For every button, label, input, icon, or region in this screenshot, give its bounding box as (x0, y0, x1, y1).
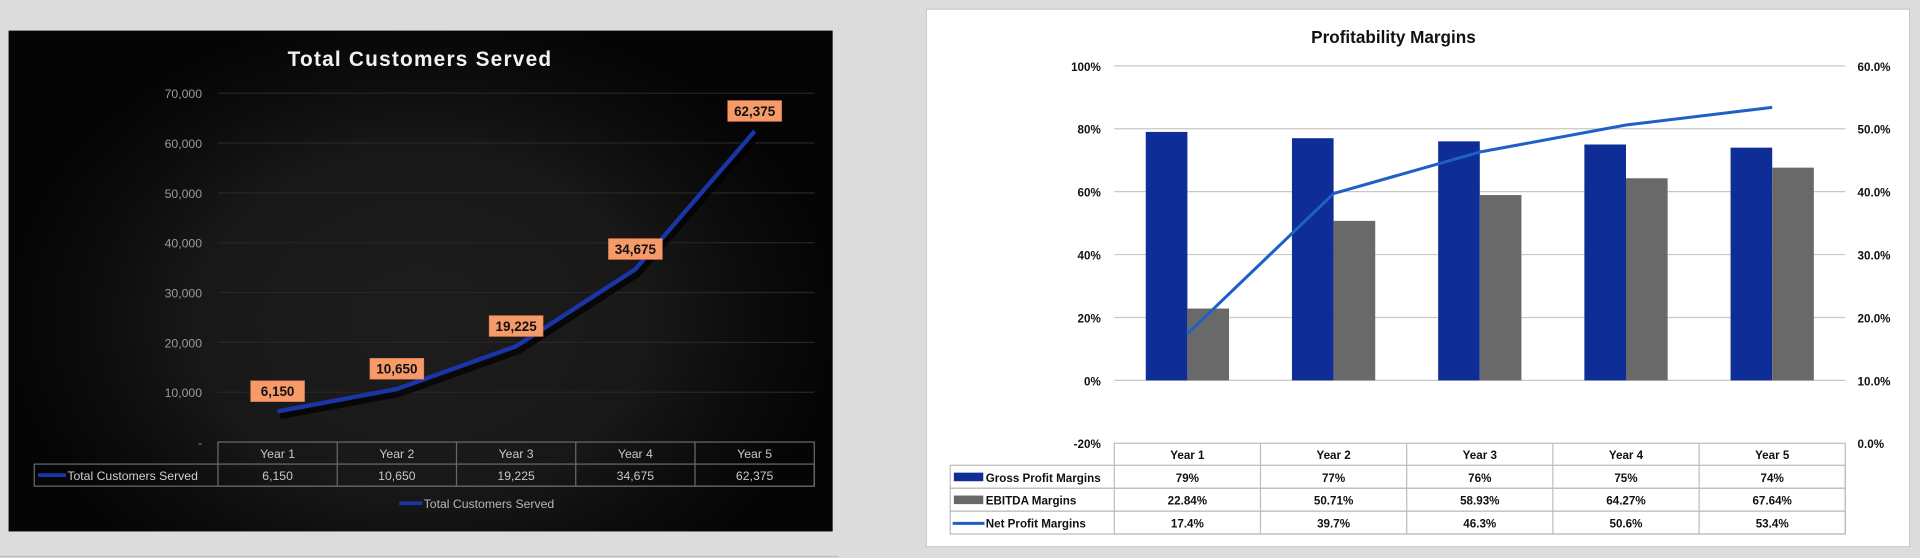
data-table-value: 53.4% (1756, 518, 1790, 531)
series-line (277, 129, 757, 414)
customers-chart: Total Customers Served - 10,000 20,000 30,00… (33, 48, 815, 511)
y-tick-label: 30,000 (165, 286, 203, 300)
x-category-label: Year 3 (499, 447, 534, 461)
data-label-box (727, 100, 782, 122)
ebitda-bar (1333, 220, 1376, 381)
data-table-value: 22.84% (1168, 495, 1208, 508)
gross-profit-bar (1438, 141, 1480, 381)
divider (0, 555, 839, 558)
gross-profit-bar (1145, 131, 1188, 381)
x-category-label: Year 5 (1755, 449, 1790, 462)
x-category-label: Year 3 (1463, 449, 1498, 462)
x-category-label: Year 4 (618, 447, 653, 461)
x-category-label: Year 4 (1609, 449, 1644, 462)
x-category-label: Year 1 (260, 447, 295, 461)
ebitda-bar (1626, 178, 1668, 381)
y-right-tick-label: 10.0% (1858, 375, 1892, 388)
y-right-tick-label: 30.0% (1858, 249, 1892, 262)
y-left-tick-label: 60% (1078, 187, 1102, 200)
data-table-value: 39.7% (1317, 518, 1351, 531)
y-left-tick-label: 80% (1078, 124, 1102, 137)
data-table-value: 34,675 (617, 469, 655, 483)
y-left-tick-label: -20% (1074, 438, 1102, 451)
data-table-row-border (33, 463, 815, 487)
y-right-tick-label: 0.0% (1858, 438, 1885, 451)
y-tick-label: 60,000 (165, 137, 203, 151)
y-tick-label: 10,000 (165, 386, 203, 400)
data-label: 19,225 (496, 319, 538, 334)
ebitda-bar (1479, 195, 1522, 381)
data-table-row-border (949, 510, 1846, 535)
x-category-label: Year 5 (737, 447, 772, 461)
y-tick-label: 50,000 (165, 187, 203, 201)
x-category-label: Year 1 (1170, 449, 1205, 462)
y-right-tick-label: 20.0% (1858, 312, 1892, 325)
data-table-value: 67.64% (1752, 495, 1792, 508)
data-table-value: 76% (1468, 472, 1492, 485)
ebitda-bar (1187, 308, 1230, 381)
legend-key (953, 472, 984, 482)
data-table-value: 6,150 (262, 469, 293, 483)
gross-profit-bar (1584, 144, 1627, 381)
gross-profit-bar (1291, 138, 1334, 381)
data-table-value: 19,225 (497, 469, 535, 483)
ebitda-bar (1772, 167, 1814, 381)
y-left-tick-label: 40% (1078, 249, 1102, 262)
x-category-label: Year 2 (379, 447, 414, 461)
series-name: Net Profit Margins (986, 518, 1086, 531)
net-profit-line (1186, 105, 1773, 335)
data-table-value: 10,650 (378, 469, 416, 483)
data-label-box (608, 238, 663, 260)
data-table-value: 46.3% (1463, 518, 1497, 531)
chart-title: Profitability Margins (1311, 27, 1476, 47)
y-tick-label: 70,000 (165, 87, 203, 101)
y-tick-label: - (198, 436, 202, 450)
data-table-value: 17.4% (1171, 518, 1205, 531)
data-table-value: 77% (1322, 472, 1346, 485)
data-table-value: 79% (1176, 472, 1200, 485)
series-name: Gross Profit Margins (986, 472, 1101, 485)
y-right-tick-label: 50.0% (1858, 124, 1892, 137)
customers-chart-panel[interactable]: Total Customers Served - 10,000 20,000 30,00… (8, 30, 833, 532)
y-tick-label: 40,000 (165, 237, 203, 251)
series-name: Total Customers Served (67, 469, 198, 483)
series-name: EBITDA Margins (986, 495, 1077, 508)
y-left-tick-label: 20% (1078, 312, 1102, 325)
y-left-tick-label: 0% (1084, 375, 1101, 388)
data-label: 62,375 (734, 104, 776, 119)
margins-chart: Profitability Margins -20% 0% 20% 40% 60% 80% 1… (949, 27, 1892, 535)
chart-title: Total Customers Served (288, 48, 553, 71)
y-tick-label: 20,000 (165, 336, 203, 350)
data-table-value: 58.93% (1460, 495, 1500, 508)
legend-label: Total Customers Served (424, 497, 555, 511)
data-table-value: 64.27% (1606, 495, 1646, 508)
y-right-tick-label: 60.0% (1858, 61, 1892, 74)
y-right-tick-label: 40.0% (1858, 187, 1892, 200)
x-category-label: Year 2 (1316, 449, 1350, 462)
data-table-value: 75% (1614, 472, 1638, 485)
data-table-value: 50.71% (1314, 495, 1354, 508)
data-table-value: 62,375 (736, 469, 774, 483)
data-table-value: 50.6% (1610, 518, 1644, 531)
data-label-box (369, 358, 425, 380)
data-label-box (488, 315, 544, 337)
line-shadow (279, 134, 760, 420)
data-label-box (250, 380, 305, 402)
data-table-row-border (949, 487, 1846, 512)
data-label: 34,675 (615, 242, 657, 257)
data-label: 6,150 (261, 384, 295, 399)
y-left-tick-label: 100% (1071, 61, 1101, 74)
legend-key (953, 495, 984, 505)
data-table-value: 74% (1761, 472, 1785, 485)
gross-profit-bar (1730, 147, 1773, 381)
data-label: 10,650 (376, 362, 417, 377)
margins-chart-panel[interactable]: Profitability Margins -20% 0% 20% 40% 60% 80% 1… (925, 8, 1911, 548)
